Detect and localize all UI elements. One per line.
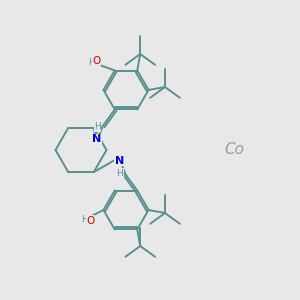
Text: H: H bbox=[82, 215, 88, 224]
Text: H: H bbox=[94, 122, 101, 131]
Text: O: O bbox=[86, 215, 95, 226]
Text: O: O bbox=[93, 56, 101, 66]
Text: H: H bbox=[116, 169, 123, 178]
Text: Co: Co bbox=[224, 142, 244, 158]
Text: N: N bbox=[92, 134, 101, 145]
Text: H: H bbox=[88, 58, 95, 67]
Text: N: N bbox=[115, 155, 124, 166]
